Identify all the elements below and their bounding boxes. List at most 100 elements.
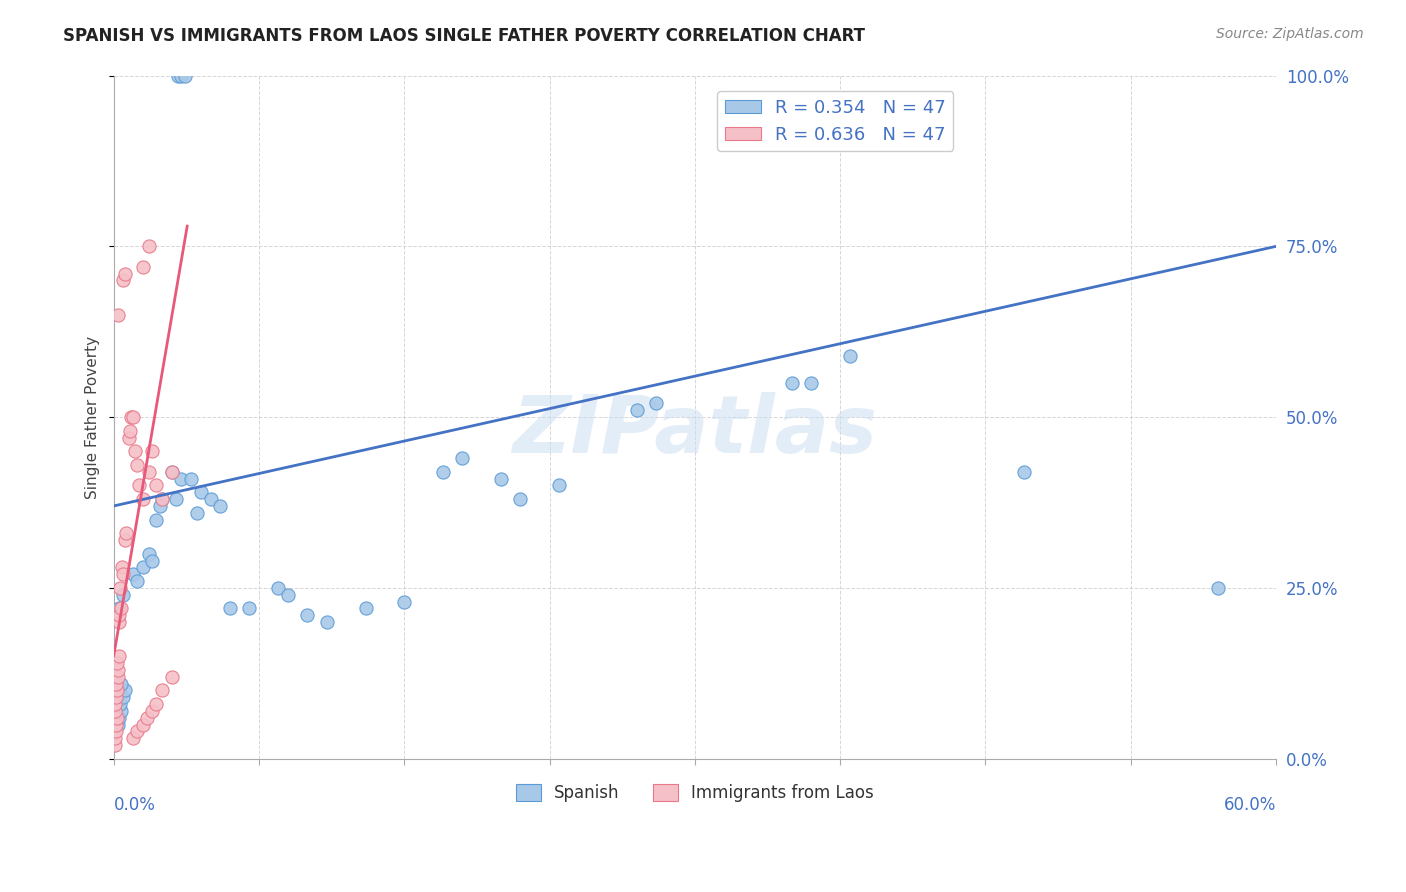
Point [354, 601, 377, 615]
Point [110, 601, 132, 615]
Point [114, 533, 136, 548]
Point [170, 69, 193, 83]
Point [145, 478, 167, 492]
Point [277, 588, 299, 602]
Point [108, 711, 131, 725]
Point [104, 697, 127, 711]
Point [315, 615, 337, 629]
Point [122, 410, 145, 425]
Point [110, 697, 132, 711]
Point [104, 717, 127, 731]
Point [238, 601, 260, 615]
Point [105, 683, 128, 698]
Point [104, 704, 127, 718]
Point [120, 424, 142, 438]
Point [107, 663, 129, 677]
Point [115, 526, 138, 541]
Point [141, 554, 163, 568]
Point [131, 492, 153, 507]
Point [131, 560, 153, 574]
Point [145, 697, 167, 711]
Point [150, 492, 173, 507]
Point [128, 478, 150, 492]
Point [160, 465, 183, 479]
Point [138, 239, 160, 253]
Point [509, 492, 531, 507]
Point [110, 704, 132, 718]
Point [149, 499, 172, 513]
Point [131, 717, 153, 731]
Point [108, 649, 131, 664]
Point [394, 594, 416, 608]
Point [180, 472, 202, 486]
Point [104, 724, 127, 739]
Point [104, 690, 127, 705]
Point [166, 69, 188, 83]
Text: ZIPatlas: ZIPatlas [512, 392, 877, 470]
Point [114, 683, 136, 698]
Point [107, 670, 129, 684]
Point [112, 690, 135, 705]
Point [626, 403, 648, 417]
Point [451, 451, 474, 466]
Point [645, 396, 668, 410]
Point [838, 349, 860, 363]
Point [138, 547, 160, 561]
Point [131, 260, 153, 274]
Point [122, 567, 145, 582]
Point [104, 738, 127, 752]
Point [105, 711, 128, 725]
Point [105, 656, 128, 670]
Point [190, 485, 212, 500]
Point [160, 670, 183, 684]
Point [145, 513, 167, 527]
Text: Source: ZipAtlas.com: Source: ZipAtlas.com [1216, 27, 1364, 41]
Point [108, 608, 131, 623]
Point [125, 724, 148, 739]
Point [110, 676, 132, 690]
Point [122, 731, 145, 746]
Point [135, 711, 157, 725]
Point [267, 581, 290, 595]
Point [108, 601, 131, 615]
Point [800, 376, 823, 390]
Point [138, 465, 160, 479]
Point [141, 704, 163, 718]
Point [111, 560, 134, 574]
Point [432, 465, 454, 479]
Point [489, 472, 512, 486]
Point [125, 458, 148, 472]
Point [125, 574, 148, 588]
Point [150, 492, 173, 507]
Point [124, 444, 146, 458]
Legend: Spanish, Immigrants from Laos: Spanish, Immigrants from Laos [509, 777, 880, 808]
Point [150, 683, 173, 698]
Text: SPANISH VS IMMIGRANTS FROM LAOS SINGLE FATHER POVERTY CORRELATION CHART: SPANISH VS IMMIGRANTS FROM LAOS SINGLE F… [63, 27, 865, 45]
Point [107, 308, 129, 322]
Point [218, 601, 240, 615]
Point [186, 506, 208, 520]
Point [118, 431, 141, 445]
Point [104, 731, 127, 746]
Point [160, 465, 183, 479]
Point [548, 478, 571, 492]
Point [200, 492, 222, 507]
Point [110, 581, 132, 595]
Point [780, 376, 803, 390]
Point [108, 615, 131, 629]
Point [141, 444, 163, 458]
Point [112, 567, 135, 582]
Point [107, 717, 129, 731]
Y-axis label: Single Father Poverty: Single Father Poverty [86, 335, 100, 499]
Point [112, 273, 135, 287]
Point [170, 472, 193, 486]
Point [297, 608, 319, 623]
Point [1012, 465, 1035, 479]
Text: 60.0%: 60.0% [1223, 797, 1277, 814]
Point [174, 69, 197, 83]
Point [120, 410, 142, 425]
Point [114, 267, 136, 281]
Point [104, 676, 127, 690]
Point [209, 499, 232, 513]
Text: 0.0%: 0.0% [114, 797, 156, 814]
